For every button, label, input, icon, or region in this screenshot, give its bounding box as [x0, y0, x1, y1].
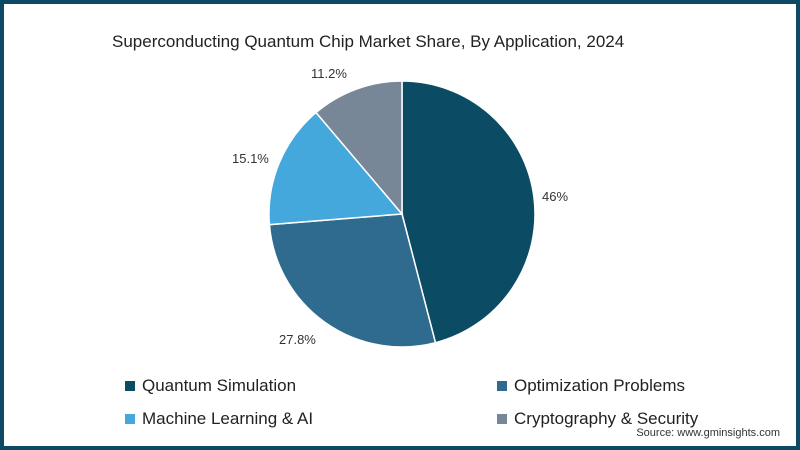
- legend-item-optimization-problems: Optimization Problems: [497, 376, 685, 396]
- pie-slice-machine-learning-ai: [268, 111, 404, 226]
- legend-label: Optimization Problems: [514, 376, 686, 395]
- pie-slice-quantum-simulation: [401, 80, 536, 344]
- legend-label: Cryptography & Security: [514, 409, 699, 428]
- slice-label-machine-learning: 15.1%: [232, 151, 269, 166]
- pie-slice-cryptography-security: [314, 80, 403, 217]
- legend-swatch: [125, 381, 135, 391]
- legend-label: Machine Learning & AI: [142, 409, 314, 428]
- legend-label: Quantum Simulation: [142, 376, 297, 395]
- legend-item-quantum-simulation: Quantum Simulation: [125, 376, 296, 396]
- legend-swatch: [497, 414, 507, 424]
- source-note: Source: www.gminsights.com: [636, 427, 780, 439]
- legend-swatch: [125, 414, 135, 424]
- legend-item-machine-learning: Machine Learning & AI: [125, 409, 313, 429]
- pie-slice-optimization-problems: [268, 213, 437, 348]
- slice-label-optimization-problems: 27.8%: [279, 332, 316, 347]
- legend-item-cryptography: Cryptography & Security: [497, 409, 698, 429]
- slice-label-cryptography: 11.2%: [311, 66, 347, 81]
- legend-swatch: [497, 381, 507, 391]
- chart-title: Superconducting Quantum Chip Market Shar…: [112, 32, 625, 51]
- slice-label-quantum-simulation: 46%: [542, 189, 569, 204]
